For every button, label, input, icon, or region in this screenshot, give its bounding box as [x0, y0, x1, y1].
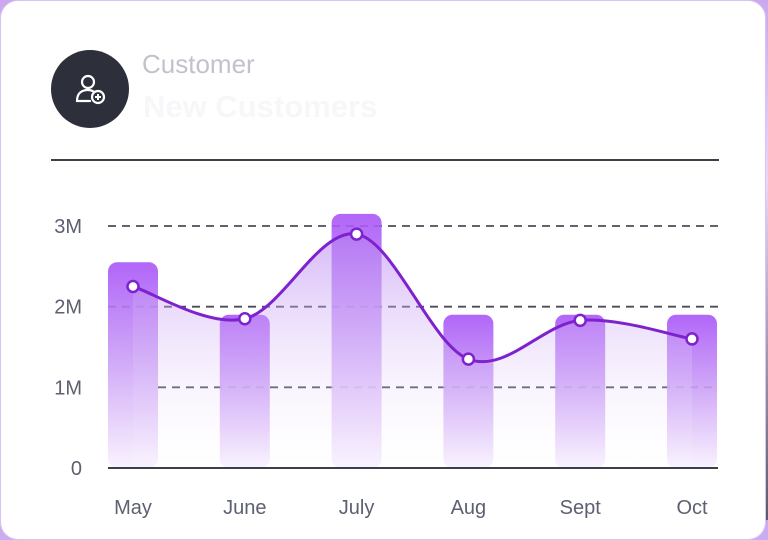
- line-area: [133, 233, 692, 468]
- point-aug: [461, 352, 476, 366]
- card-title: New Customers: [143, 89, 378, 124]
- y-tick-label: 2M: [54, 297, 82, 319]
- x-tick-label: Oct: [676, 497, 708, 519]
- point-sept: [573, 313, 587, 328]
- point-july: [349, 227, 364, 241]
- customer-avatar: [51, 50, 129, 128]
- y-tick-label: 0: [71, 458, 82, 480]
- point-may: [126, 279, 140, 294]
- x-tick-label: May: [114, 497, 152, 519]
- point-oct: [685, 332, 699, 346]
- user-add-icon: [75, 74, 106, 105]
- x-tick-label: July: [339, 497, 375, 519]
- point-june: [238, 312, 252, 326]
- card-category: Customer: [142, 49, 255, 79]
- header-divider: [51, 159, 719, 161]
- y-tick-label: 3M: [54, 216, 82, 238]
- x-tick-label: Sept: [560, 497, 602, 519]
- y-tick-label: 1M: [54, 377, 82, 399]
- x-tick-label: June: [223, 497, 266, 519]
- bar-chart: 0 1M 2M 3M May June July Aug Sept Oct: [54, 213, 718, 519]
- x-tick-label: Aug: [451, 497, 487, 519]
